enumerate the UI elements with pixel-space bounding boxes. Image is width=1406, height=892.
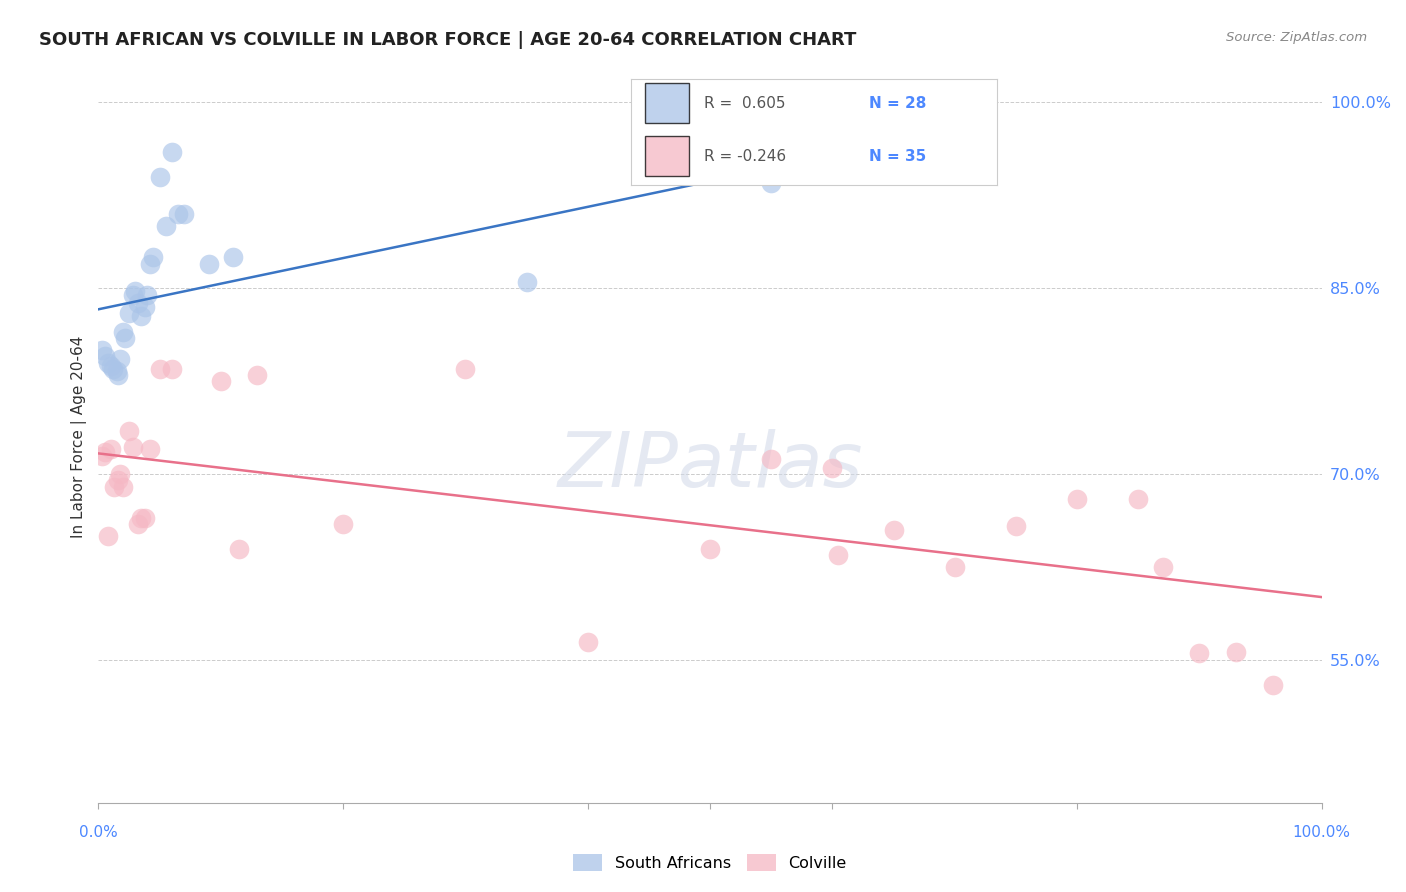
Text: 0.0%: 0.0% xyxy=(79,825,118,840)
Point xyxy=(93,350,115,364)
Point xyxy=(134,510,156,524)
Y-axis label: In Labor Force | Age 20-64: In Labor Force | Age 20-64 xyxy=(72,336,87,538)
Point xyxy=(228,541,250,556)
Point xyxy=(134,300,156,314)
Text: N = 35: N = 35 xyxy=(869,149,927,163)
Text: ZIPatlas: ZIPatlas xyxy=(557,429,863,503)
Point xyxy=(943,560,966,574)
Point xyxy=(100,359,122,374)
Point xyxy=(93,445,115,459)
Point xyxy=(149,169,172,184)
Point xyxy=(91,343,114,358)
Point xyxy=(246,368,269,383)
Point xyxy=(105,364,128,378)
Point xyxy=(103,480,125,494)
Point xyxy=(209,374,232,388)
Point xyxy=(222,250,245,264)
Text: R =  0.605: R = 0.605 xyxy=(704,95,786,111)
Point xyxy=(515,275,537,289)
Point xyxy=(127,296,149,310)
Point xyxy=(332,516,354,531)
Point xyxy=(149,362,172,376)
Point xyxy=(101,362,124,376)
Point xyxy=(1066,491,1088,506)
Point xyxy=(121,287,143,301)
Point xyxy=(97,356,120,370)
Point xyxy=(129,510,152,524)
Text: N = 28: N = 28 xyxy=(869,95,927,111)
Point xyxy=(699,541,721,556)
Text: Source: ZipAtlas.com: Source: ZipAtlas.com xyxy=(1226,31,1367,45)
Point xyxy=(91,449,114,463)
Point xyxy=(139,442,162,457)
Point xyxy=(454,362,477,376)
Point xyxy=(127,516,149,531)
Point xyxy=(118,306,141,320)
Text: 100.0%: 100.0% xyxy=(1292,825,1351,840)
Point xyxy=(129,309,152,323)
Point xyxy=(142,250,165,264)
Point xyxy=(883,523,905,537)
Legend: South Africans, Colville: South Africans, Colville xyxy=(565,847,855,879)
Point xyxy=(107,474,129,488)
Point xyxy=(139,256,162,270)
Point xyxy=(821,461,844,475)
Point xyxy=(1261,678,1284,692)
Point xyxy=(114,331,136,345)
Point xyxy=(107,368,129,383)
Point xyxy=(124,284,146,298)
Point xyxy=(827,548,849,562)
Point xyxy=(111,325,134,339)
Point xyxy=(173,207,195,221)
Text: R = -0.246: R = -0.246 xyxy=(704,149,786,163)
FancyBboxPatch shape xyxy=(645,136,689,177)
Point xyxy=(110,351,132,366)
Point xyxy=(1188,646,1211,660)
Point xyxy=(136,287,159,301)
Point xyxy=(1128,491,1150,506)
Point xyxy=(167,207,190,221)
Point xyxy=(110,467,132,482)
Point xyxy=(118,424,141,438)
FancyBboxPatch shape xyxy=(645,83,689,123)
Point xyxy=(121,440,143,454)
Point xyxy=(97,529,120,543)
Point xyxy=(197,256,219,270)
Point xyxy=(761,176,783,190)
Point xyxy=(111,480,134,494)
Point xyxy=(160,362,183,376)
Point xyxy=(1152,560,1174,574)
Point xyxy=(761,452,783,467)
Point xyxy=(1004,519,1026,533)
Point xyxy=(576,634,599,648)
Point xyxy=(160,145,183,159)
Point xyxy=(100,442,122,457)
Text: SOUTH AFRICAN VS COLVILLE IN LABOR FORCE | AGE 20-64 CORRELATION CHART: SOUTH AFRICAN VS COLVILLE IN LABOR FORCE… xyxy=(39,31,856,49)
Point xyxy=(1225,644,1247,658)
Point xyxy=(155,219,177,234)
